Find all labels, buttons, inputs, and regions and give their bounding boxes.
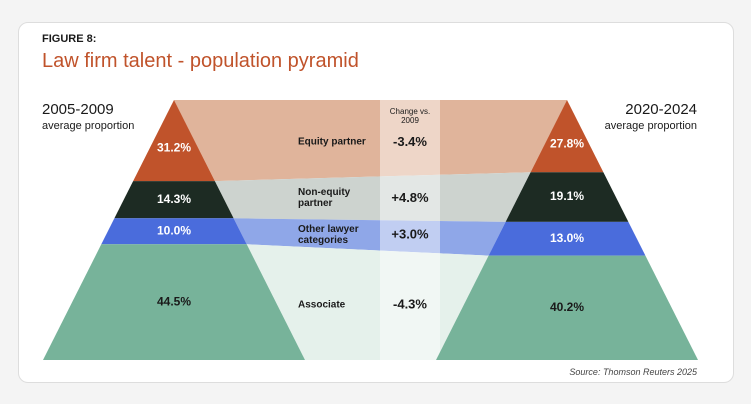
segment [488,221,646,256]
right-series-name: 2020-2024 [625,101,697,118]
category-label: Equity partner [298,136,366,148]
left-series-name: 2005-2009 [42,101,114,118]
change-label: -4.3% [393,296,427,311]
value-label: 19.1% [550,189,584,203]
segment [114,181,234,219]
band [233,218,506,256]
segment [436,255,698,360]
category-label: Associate [298,299,346,311]
source: Source: Thomson Reuters 2025 [569,367,697,377]
band [246,244,489,360]
chart-title: Law firm talent - population pyramid [42,50,359,72]
value-label: 13.0% [550,231,584,245]
change-title: Change vs. 2009 [389,107,431,125]
band [174,100,567,182]
segment [505,172,629,222]
segment [101,218,247,245]
change-column [380,100,440,360]
value-label: 31.2% [157,141,191,155]
right-series-subtitle: average proportion [604,120,697,132]
figure-label: FIGURE 8: [42,33,97,45]
change-label: +3.0% [391,226,429,241]
category-label: Other lawyer categories [298,224,359,246]
value-label: 40.2% [550,300,584,314]
value-label: 14.3% [157,192,191,206]
band [214,172,531,222]
segment [43,244,305,360]
category-label: Non-equity partner [298,187,351,210]
change-label: +4.8% [391,190,429,205]
value-label: 27.8% [550,136,584,150]
value-label: 10.0% [157,223,191,237]
segment [133,100,215,182]
left-series-subtitle: average proportion [42,120,135,132]
change-label: -3.4% [393,134,427,149]
value-label: 44.5% [157,294,191,308]
segment [530,100,604,173]
